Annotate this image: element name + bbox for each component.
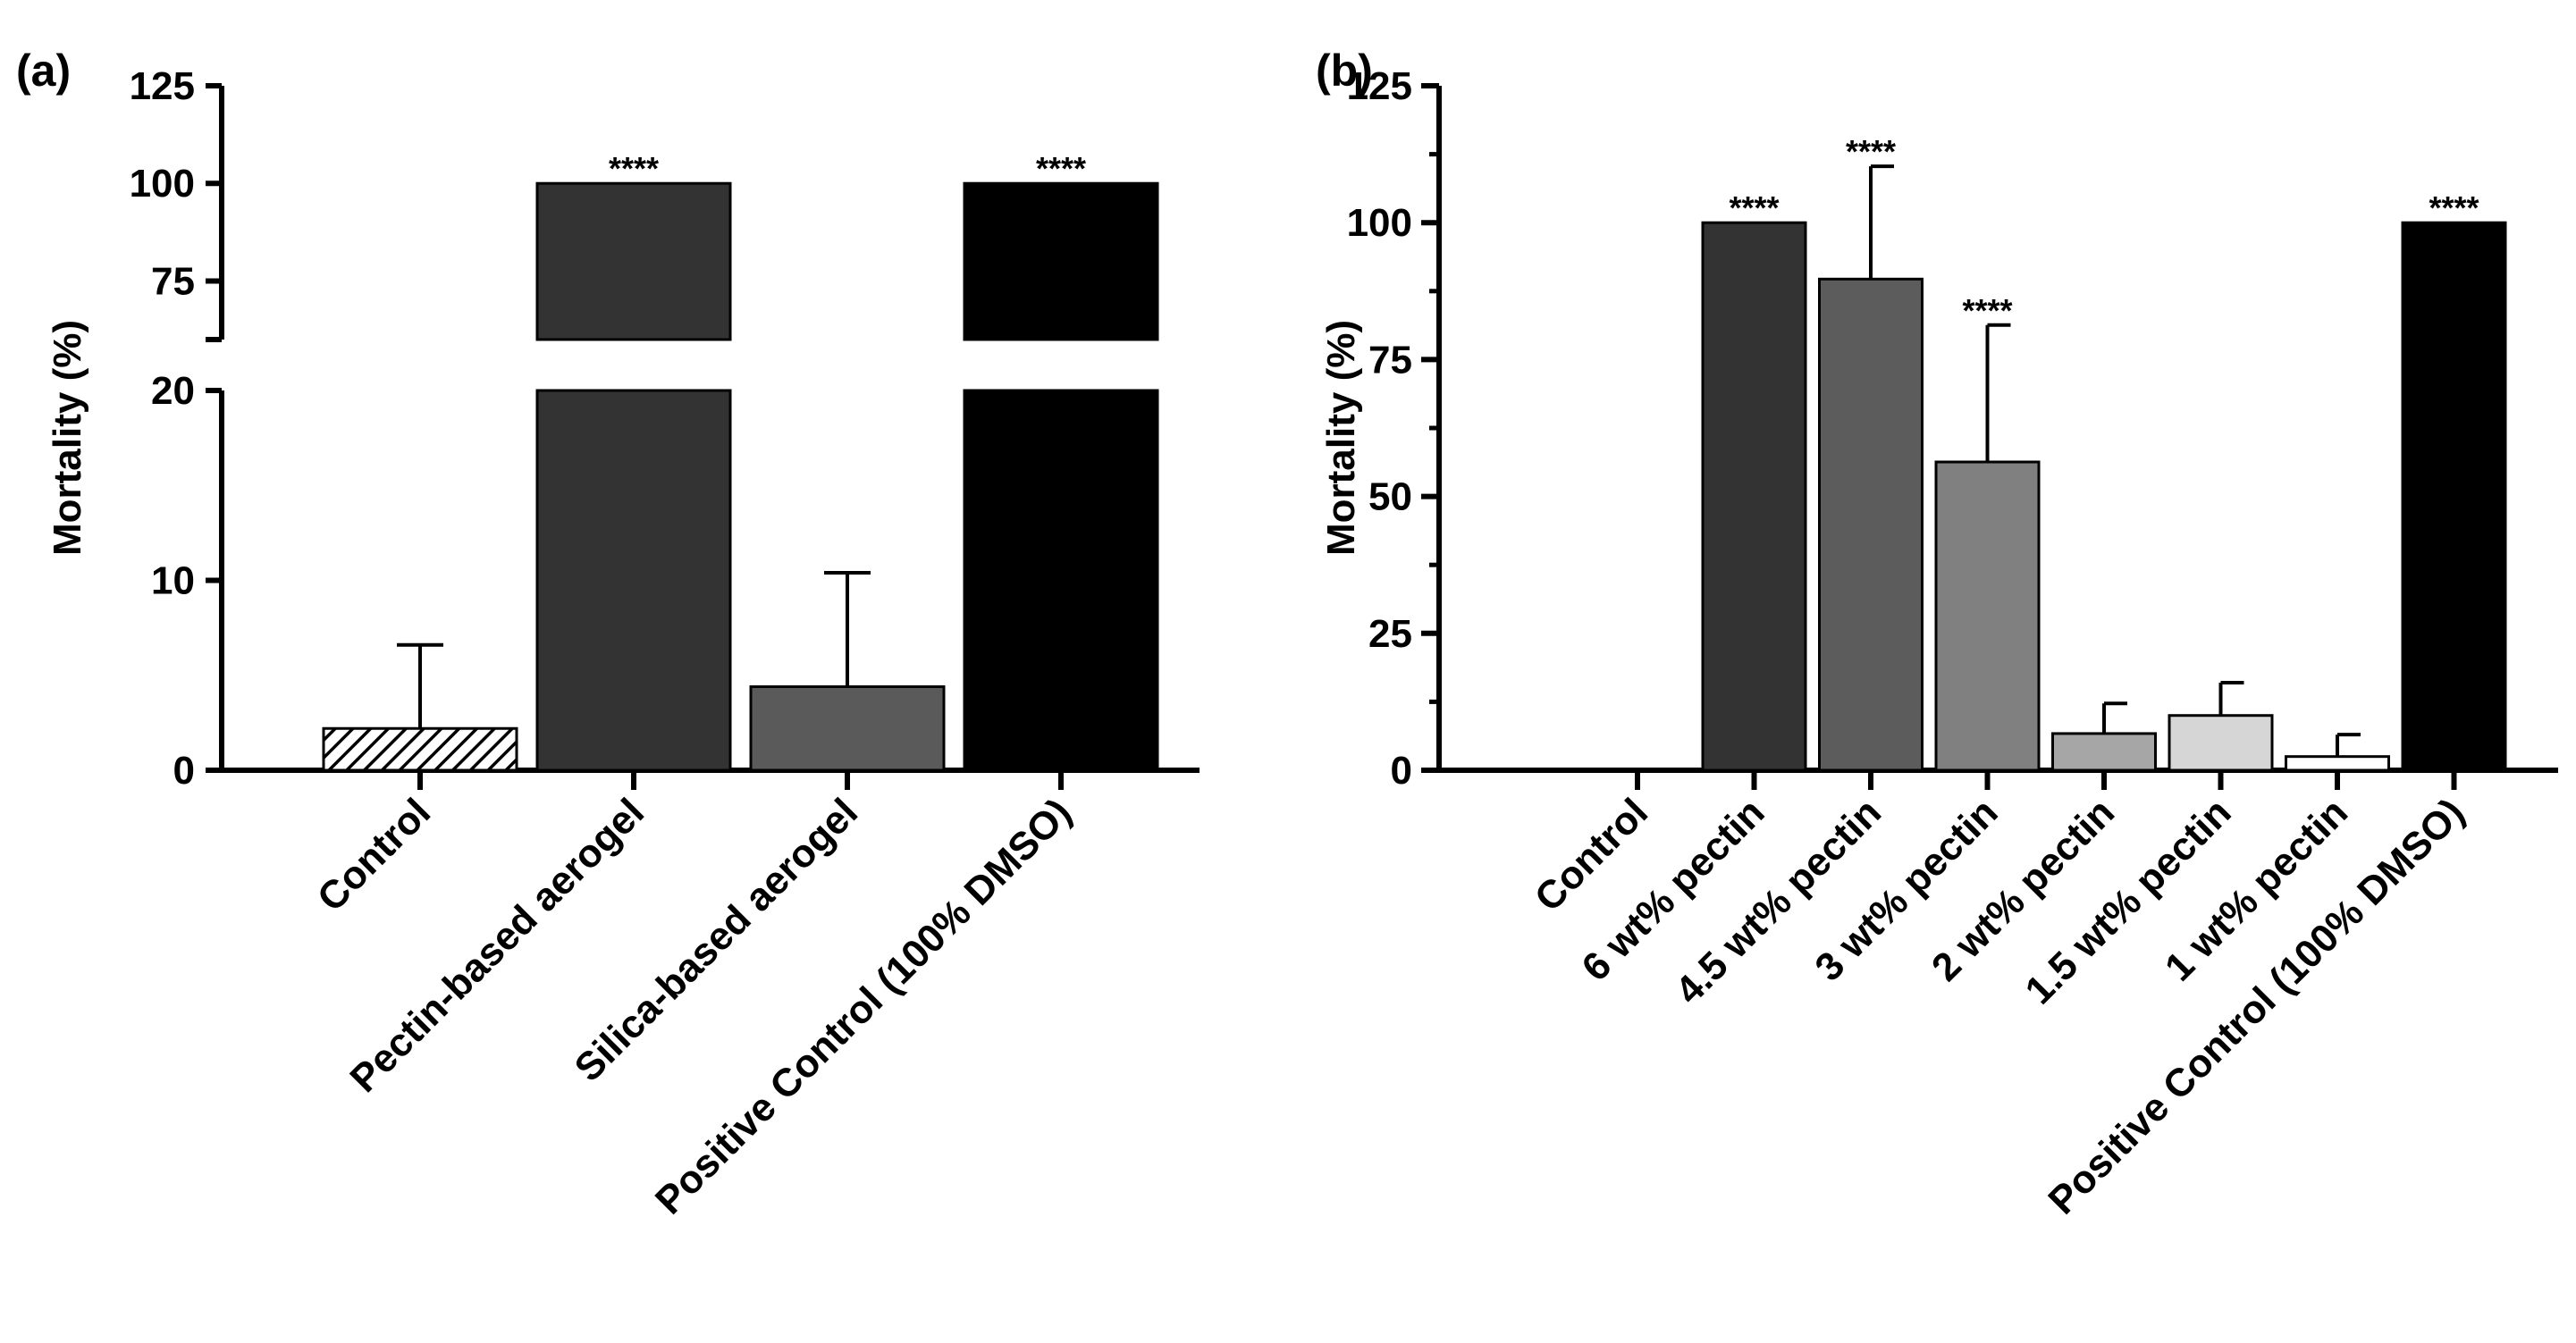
panel-b-bar — [1818, 277, 1924, 772]
panel-b-bar — [2285, 755, 2390, 772]
panel-a-y-tick-label: 10 — [151, 559, 195, 603]
panel-a-y-tick-label: 20 — [151, 369, 195, 413]
panel-a-bar-lower-segment — [535, 389, 732, 772]
panel-a-category-label: Control — [309, 790, 439, 919]
panel-b-significance-stars: **** — [1962, 292, 2012, 329]
panel-a-y-tick-label: 125 — [130, 64, 195, 108]
panel-b-significance-stars: **** — [2429, 189, 2479, 226]
panel-a-y-tick-label: 0 — [173, 749, 195, 793]
panel-a-y-tick-label: 75 — [151, 259, 195, 303]
panel-a-ylabel: Mortality (%) — [46, 320, 89, 556]
panel-b-bar — [2051, 732, 2157, 772]
panel-a-y-tick-label: 100 — [130, 162, 195, 206]
panel-a-label: (a) — [16, 46, 71, 96]
panel-b-y-tick-label: 25 — [1368, 612, 1412, 656]
panel-a-bar-upper-segment — [963, 181, 1159, 341]
panel-b-ylabel: Mortality (%) — [1319, 320, 1363, 556]
panel-b-bar — [2168, 714, 2274, 772]
panel-b-bar — [2401, 221, 2507, 772]
panel-b-y-tick-label: 50 — [1368, 475, 1412, 519]
panel-a-category-label: Positive Control (100% DMSO) — [647, 790, 1080, 1222]
panel-b-category-label: 4.5 wt% pectin — [1667, 790, 1890, 1012]
panel-a-significance-stars: **** — [609, 150, 659, 187]
panel-b-significance-stars: **** — [1729, 189, 1779, 226]
panel-b-category-label: 1.5 wt% pectin — [2017, 790, 2240, 1012]
panel-b-y-tick-label: 75 — [1368, 338, 1412, 382]
panel-b-significance-stars: **** — [1846, 133, 1896, 170]
panel-b-bars: **** **** **** **** — [1701, 133, 2507, 772]
panel-a-bars: **** **** — [322, 150, 1159, 772]
panel-b-bar — [1701, 221, 1807, 772]
panel-b-category-label: Positive Control (100% DMSO) — [2040, 790, 2472, 1222]
panel-b-y-tick-label: 125 — [1347, 64, 1412, 108]
panel-a-significance-stars: **** — [1036, 150, 1086, 187]
panel-a-bar — [749, 685, 946, 772]
panel-b-y-tick-label: 0 — [1391, 749, 1412, 793]
panel-b-y-tick-label: 100 — [1347, 201, 1412, 245]
panel-a-bar — [322, 726, 518, 772]
panel-b-label: (b) — [1316, 46, 1373, 96]
panel-b-bar — [1934, 460, 2041, 772]
panel-a-bar-lower-segment — [963, 389, 1159, 772]
panel-a-bar-upper-segment — [535, 181, 732, 341]
